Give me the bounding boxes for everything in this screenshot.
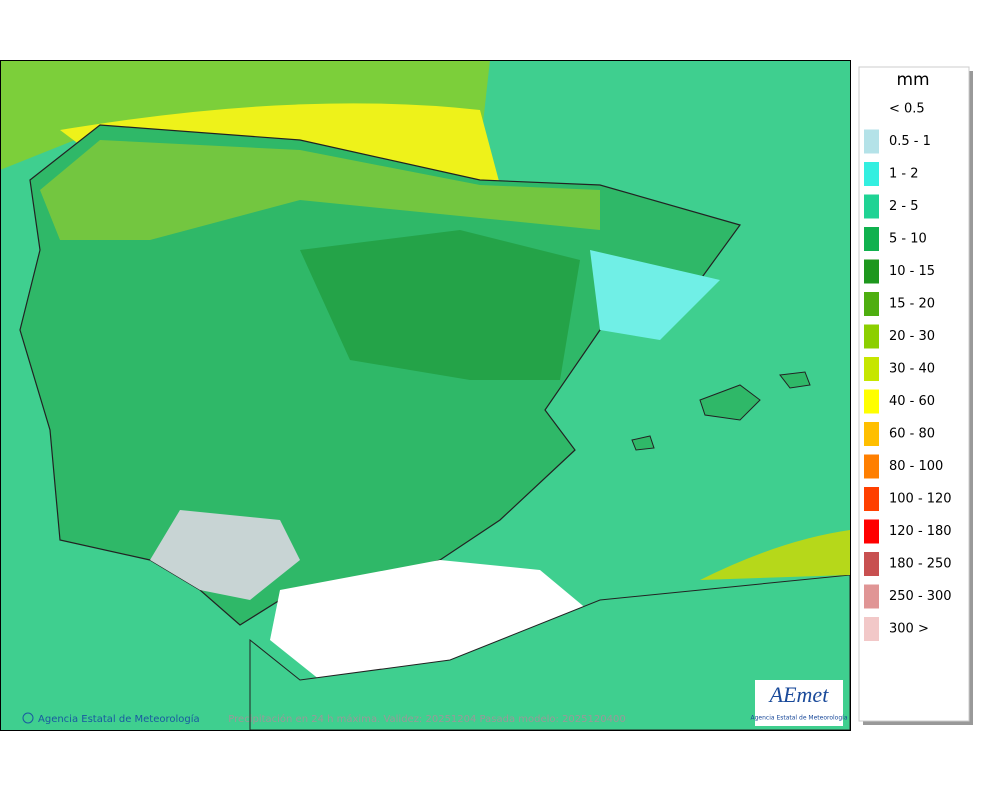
legend-swatch [864, 162, 879, 186]
legend-label: 2 - 5 [889, 199, 919, 214]
caption: Precipitación en 24 h máxima. Validez: 2… [228, 713, 625, 725]
ibiza [631, 435, 655, 451]
legend-label: 5 - 10 [889, 232, 927, 247]
legend-label: 30 - 40 [889, 362, 935, 377]
legend-swatch [864, 357, 879, 381]
map-frame [0, 60, 851, 731]
legend-label: 0.5 - 1 [889, 134, 931, 149]
logo-subtitle: Agencia Estatal de Meteorología [751, 715, 848, 722]
legend-swatch [864, 97, 879, 121]
copyright-icon [22, 712, 34, 724]
logo-name: AEmet [768, 682, 830, 707]
legend-swatch [864, 422, 879, 446]
legend-label: 15 - 20 [889, 297, 935, 312]
menorca [779, 371, 811, 389]
alboran-dry-area [270, 560, 600, 680]
south-dry-area [150, 510, 300, 600]
legend-label: 80 - 100 [889, 459, 943, 474]
legend-label: 60 - 80 [889, 427, 935, 442]
legend-swatch [864, 617, 879, 641]
map: Agencia Estatal de Meteorología Precipit… [0, 60, 851, 731]
legend-label: 120 - 180 [889, 524, 952, 539]
legend-swatch [864, 487, 879, 511]
legend-label: 300 > [889, 622, 929, 637]
legend-label: 1 - 2 [889, 167, 919, 182]
mallorca [699, 384, 761, 421]
legend-title: mm [896, 70, 929, 90]
east-rain-area [700, 530, 850, 580]
legend-label: 180 - 250 [889, 557, 952, 572]
logo-box [755, 680, 843, 726]
legend-label: 20 - 30 [889, 329, 935, 344]
iberia-land [19, 124, 741, 626]
ebro-dry-area [590, 250, 720, 340]
legend-swatch [864, 519, 879, 544]
legend-swatch [864, 389, 879, 414]
legend-swatch [864, 454, 879, 479]
credit: Agencia Estatal de Meteorología [38, 713, 200, 725]
legend: mm < 0.5 0.5 - 1 1 - 2 2 - 5 5 - 10 10 - 15 15… [858, 66, 973, 725]
legend-label: 250 - 300 [889, 589, 952, 604]
legend-swatch [864, 227, 879, 251]
central-rain-area [300, 230, 580, 380]
legend-swatch [864, 292, 879, 316]
legend-swatch [864, 584, 879, 609]
northern-rain-area [40, 140, 600, 240]
legend-swatch [864, 552, 879, 576]
legend-label: < 0.5 [889, 102, 925, 117]
legend-label: 10 - 15 [889, 264, 935, 279]
legend-swatch [864, 194, 879, 219]
legend-swatch [864, 259, 879, 284]
legend-swatch [864, 129, 879, 154]
legend-label: 100 - 120 [889, 492, 952, 507]
legend-swatch [864, 324, 879, 349]
legend-label: 40 - 60 [889, 394, 935, 409]
